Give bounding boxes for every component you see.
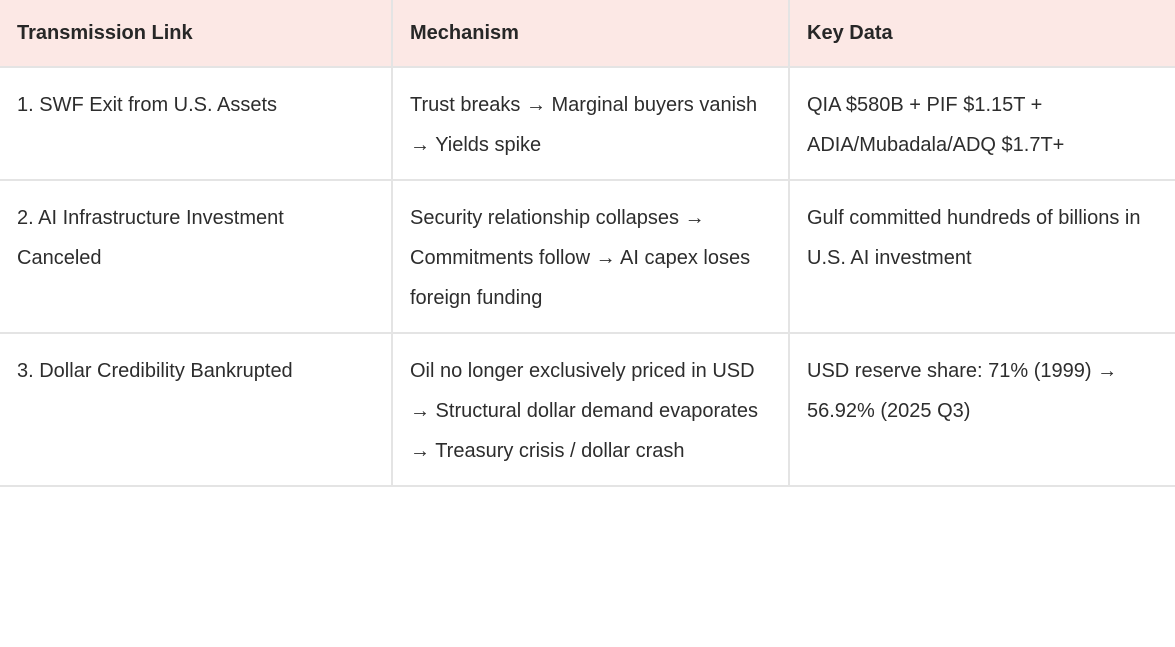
cell-key-data: Gulf committed hundreds of billions in U… xyxy=(789,180,1175,334)
column-header-key-data: Key Data xyxy=(789,0,1175,68)
table-row: 3. Dollar Credibility Bankrupted Oil no … xyxy=(0,333,1175,487)
table-row: 2. AI Infrastructure Investment Canceled… xyxy=(0,180,1175,334)
column-header-mechanism: Mechanism xyxy=(392,0,790,68)
table-row: 1. SWF Exit from U.S. Assets Trust break… xyxy=(0,67,1175,181)
cell-key-data: QIA $580B + PIF $1.15T + ADIA/Mubadala/A… xyxy=(789,67,1175,181)
cell-mechanism: Trust breaks → Marginal buyers vanish → … xyxy=(392,67,790,181)
cell-mechanism: Security relationship collapses → Commit… xyxy=(392,180,790,334)
cell-key-data: USD reserve share: 71% (1999) → 56.92% (… xyxy=(789,333,1175,487)
header-row: Transmission Link Mechanism Key Data xyxy=(0,0,1175,68)
cell-mechanism: Oil no longer exclusively priced in USD … xyxy=(392,333,790,487)
cell-transmission-link: 3. Dollar Credibility Bankrupted xyxy=(0,333,393,487)
column-header-transmission-link: Transmission Link xyxy=(0,0,393,68)
transmission-table: Transmission Link Mechanism Key Data 1. … xyxy=(0,0,1175,487)
cell-transmission-link: 2. AI Infrastructure Investment Canceled xyxy=(0,180,393,334)
cell-transmission-link: 1. SWF Exit from U.S. Assets xyxy=(0,67,393,181)
